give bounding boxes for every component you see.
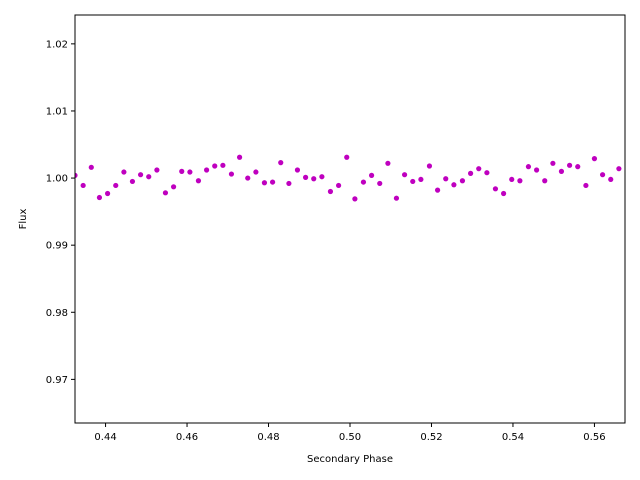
data-point (517, 178, 523, 184)
data-point (599, 172, 606, 178)
data-point (154, 167, 160, 173)
data-point (302, 174, 309, 180)
y-tick-label: 1.01 (46, 106, 68, 117)
data-point (170, 184, 177, 190)
data-point (385, 160, 391, 166)
data-point (608, 176, 614, 183)
data-point (137, 172, 144, 178)
data-point (533, 167, 540, 173)
data-point (113, 182, 119, 189)
data-point (278, 160, 284, 166)
data-point (228, 171, 235, 177)
data-points (75, 154, 622, 202)
x-tick-label: 0.54 (502, 432, 524, 443)
data-point (509, 176, 515, 183)
data-point (558, 168, 565, 174)
x-tick-label: 0.50 (339, 432, 361, 443)
data-point (401, 172, 408, 178)
data-point (443, 176, 449, 182)
data-point (253, 169, 259, 175)
data-point (104, 190, 111, 197)
y-tick-label: 0.97 (46, 375, 68, 386)
data-point (525, 164, 532, 170)
data-point (311, 176, 317, 182)
y-tick-label: 0.99 (46, 241, 68, 252)
x-axis-title: Secondary Phase (307, 454, 393, 465)
data-point (179, 168, 185, 174)
data-point (236, 154, 243, 160)
data-point (360, 179, 367, 185)
data-point (294, 167, 301, 173)
data-point (245, 175, 251, 181)
data-point (212, 163, 218, 169)
data-point (393, 195, 400, 201)
data-point (261, 180, 268, 186)
y-axis-title: Flux (18, 209, 29, 230)
data-point (500, 190, 507, 197)
data-point (269, 179, 276, 185)
data-point (319, 174, 325, 180)
data-point (467, 170, 474, 176)
data-point (434, 187, 441, 193)
data-point (591, 156, 598, 162)
plot-area-frame (74, 14, 626, 424)
data-point (550, 160, 556, 166)
data-point (492, 186, 499, 192)
data-point (352, 196, 358, 202)
data-point (426, 163, 433, 169)
data-point (344, 154, 350, 160)
x-tick-label: 0.44 (94, 432, 116, 443)
data-point (195, 178, 202, 184)
data-point (418, 176, 424, 183)
x-axis-ticks: 0.44 0.46 0.48 0.50 0.52 0.54 0.56 (94, 423, 606, 443)
data-point (96, 194, 103, 201)
x-tick-label: 0.48 (257, 432, 279, 443)
data-point (187, 169, 193, 175)
data-point (121, 169, 127, 175)
data-point (335, 182, 342, 189)
data-point (162, 190, 169, 196)
y-axis-ticks: 0.97 0.98 0.99 1.00 1.01 1.02 (46, 39, 75, 386)
y-tick-label: 1.02 (46, 39, 68, 50)
data-point (566, 162, 573, 168)
data-point (484, 170, 490, 176)
data-point (575, 164, 581, 170)
data-point (327, 188, 334, 195)
data-point (476, 166, 482, 172)
y-tick-label: 1.00 (46, 174, 68, 185)
data-point (542, 178, 548, 184)
data-point (616, 166, 622, 172)
data-point (220, 162, 226, 168)
data-point (459, 178, 466, 184)
x-tick-label: 0.46 (176, 432, 198, 443)
data-point (410, 178, 416, 185)
data-point (88, 164, 94, 170)
data-point (286, 180, 292, 187)
data-point (583, 182, 589, 189)
data-point (129, 178, 136, 185)
x-tick-label: 0.56 (583, 432, 605, 443)
data-point (377, 180, 383, 187)
data-point (203, 167, 210, 173)
x-tick-label: 0.52 (420, 432, 442, 443)
data-point (451, 182, 457, 188)
data-point (75, 172, 78, 178)
y-tick-label: 0.98 (46, 308, 68, 319)
data-point (80, 182, 86, 189)
data-point (146, 174, 152, 180)
data-point (368, 172, 375, 178)
